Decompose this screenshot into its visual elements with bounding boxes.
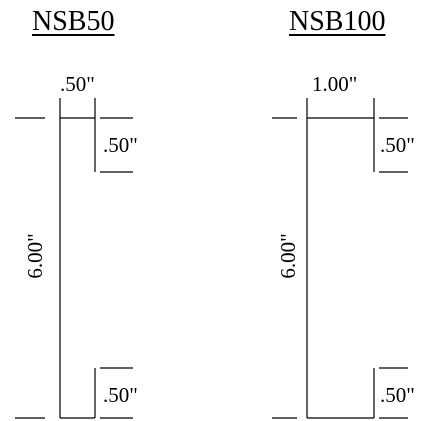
nsb50-profile bbox=[59, 117, 96, 419]
nsb100-dimension-lines bbox=[272, 98, 408, 419]
nsb50-width-label: .50" bbox=[60, 72, 95, 96]
nsb50-title: NSB50 bbox=[32, 6, 115, 37]
nsb100-top-flange-label: .50" bbox=[380, 133, 415, 157]
nsb100-width-label: 1.00" bbox=[312, 72, 358, 96]
nsb50-top-flange-label: .50" bbox=[103, 133, 138, 157]
nsb50-dimension-lines bbox=[15, 98, 133, 419]
nsb100-bottom-flange-label: .50" bbox=[380, 383, 415, 407]
nsb100-height-label: 6.00" bbox=[276, 233, 300, 279]
nsb50-height-label: 6.00" bbox=[23, 233, 47, 279]
nsb50-bottom-flange-label: .50" bbox=[103, 383, 138, 407]
nsb100-title: NSB100 bbox=[289, 6, 386, 37]
nsb100-profile bbox=[306, 117, 375, 419]
